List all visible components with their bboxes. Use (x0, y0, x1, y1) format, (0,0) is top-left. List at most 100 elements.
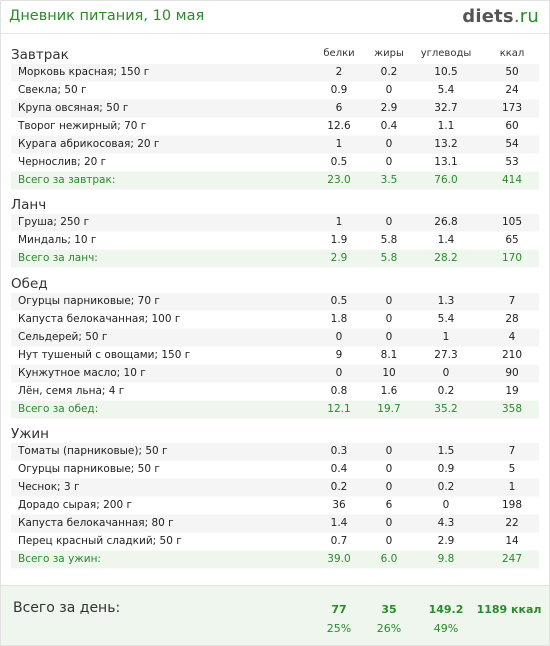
food-name: Перец красный сладкий; 50 г (18, 535, 182, 547)
food-row: Томаты (парниковые); 50 г 0.3 0 1.5 7 (11, 443, 539, 461)
meal-section: Ланч Груша; 250 г 1 0 26.8 105 Миндаль; 10 г 1.… (1, 196, 549, 268)
carbs-value: 0 (442, 367, 450, 379)
fat-value: 6.0 (380, 553, 398, 565)
protein-value: 12.6 (327, 120, 351, 132)
food-row: Груша; 250 г 1 0 26.8 105 (11, 214, 539, 232)
food-name: Огурцы парниковые; 70 г (18, 295, 160, 307)
food-row: Морковь красная; 150 г 2 0.2 10.5 50 (11, 64, 539, 82)
fat-value: 0 (385, 84, 393, 96)
food-name: Всего за ланч: (18, 252, 98, 264)
fat-value: 19.7 (377, 403, 401, 415)
kcal-value: 5 (508, 463, 516, 475)
kcal-value: 14 (505, 535, 519, 547)
carbs-value: 5.4 (437, 84, 455, 96)
food-row: Творог нежирный; 70 г 12.6 0.4 1.1 60 (11, 118, 539, 136)
carbs-value: 0.2 (437, 385, 455, 397)
carbs-value: 1.4 (437, 234, 455, 246)
fat-value: 8.1 (380, 349, 398, 361)
protein-value: 0.8 (330, 385, 348, 397)
food-name: Сельдерей; 50 г (18, 331, 108, 343)
day-total: Всего за день: 77 35 149.2 1189 ккал 25%… (1, 585, 549, 645)
fat-value: 0 (385, 216, 393, 228)
kcal-value: 105 (501, 216, 523, 228)
meal-section: Ужин Томаты (парниковые); 50 г 0.3 0 1.5 7 Огу… (1, 425, 549, 569)
column-headers: белки жиры углеводы ккал (1, 48, 549, 62)
kcal-value: 173 (501, 102, 523, 114)
carbs-value: 2.9 (437, 535, 455, 547)
food-name: Всего за ужин: (18, 553, 101, 565)
protein-value: 12.1 (327, 403, 351, 415)
kcal-value: 7 (508, 295, 516, 307)
protein-value: 0.5 (330, 295, 348, 307)
protein-value: 0.5 (330, 156, 348, 168)
logo-main: diets (462, 6, 514, 27)
carbs-value: 32.7 (434, 102, 458, 114)
protein-value: 2 (335, 66, 343, 78)
fat-value: 1.6 (380, 385, 398, 397)
carbs-value: 26.8 (434, 216, 458, 228)
kcal-value: 170 (501, 252, 523, 264)
protein-value: 1.9 (330, 234, 348, 246)
protein-value: 0.2 (330, 481, 348, 493)
header: Дневник питания, 10 мая diets.ru (1, 1, 549, 35)
protein-value: 0.3 (330, 445, 348, 457)
food-row: Огурцы парниковые; 50 г 0.4 0 0.9 5 (11, 461, 539, 479)
carbs-value: 1.1 (437, 120, 455, 132)
carbs-value: 27.3 (434, 349, 458, 361)
meal-title: Ланч (11, 197, 47, 213)
food-name: Крупа овсяная; 50 г (18, 102, 129, 114)
food-name: Дорадо сырая; 200 г (18, 499, 132, 511)
header-divider (1, 33, 549, 34)
col-fat: жиры (374, 48, 404, 59)
day-total-label: Всего за день: (13, 600, 121, 616)
carbs-value: 0.2 (437, 481, 455, 493)
meal-title: Завтрак (11, 47, 69, 63)
meal-total-row: Всего за обед: 12.1 19.7 35.2 358 (11, 401, 539, 419)
fat-value: 0 (385, 445, 393, 457)
food-name: Миндаль; 10 г (18, 234, 97, 246)
food-name: Морковь красная; 150 г (18, 66, 150, 78)
carbs-value: 0 (442, 499, 450, 511)
col-carbs: углеводы (420, 48, 472, 59)
kcal-value: 60 (505, 120, 519, 132)
fat-value: 0.2 (380, 66, 398, 78)
meal-total-row: Всего за ланч: 2.9 5.8 28.2 170 (11, 250, 539, 268)
fat-value: 0.4 (380, 120, 398, 132)
kcal-value: 247 (501, 553, 523, 565)
food-row: Огурцы парниковые; 70 г 0.5 0 1.3 7 (11, 293, 539, 311)
kcal-value: 24 (505, 84, 519, 96)
col-kcal: ккал (499, 48, 525, 59)
day-total-fat: 35 (381, 603, 397, 616)
fat-value: 0 (385, 295, 393, 307)
day-total-carbs: 149.2 (428, 603, 464, 616)
food-name: Лён, семя льна; 4 г (18, 385, 125, 397)
food-row: Нут тушеный с овощами; 150 г 9 8.1 27.3 210 (11, 347, 539, 365)
food-name: Свекла; 50 г (18, 84, 87, 96)
food-row: Чернослив; 20 г 0.5 0 13.1 53 (11, 154, 539, 172)
protein-value: 23.0 (327, 174, 351, 186)
protein-value: 1 (335, 138, 343, 150)
kcal-value: 53 (505, 156, 519, 168)
food-name: Капуста белокачанная; 100 г (18, 313, 181, 325)
protein-value: 6 (335, 102, 343, 114)
diets-logo[interactable]: diets.ru (462, 6, 539, 27)
fat-value: 0 (385, 535, 393, 547)
kcal-value: 19 (505, 385, 519, 397)
fat-value: 2.9 (380, 102, 398, 114)
kcal-value: 198 (501, 499, 523, 511)
food-row: Дорадо сырая; 200 г 36 6 0 198 (11, 497, 539, 515)
fat-value: 0 (385, 156, 393, 168)
protein-value: 0.4 (330, 463, 348, 475)
food-row: Капуста белокачанная; 100 г 1.8 0 5.4 28 (11, 311, 539, 329)
food-row: Перец красный сладкий; 50 г 0.7 0 2.9 14 (11, 533, 539, 551)
food-row: Миндаль; 10 г 1.9 5.8 1.4 65 (11, 232, 539, 250)
kcal-value: 4 (508, 331, 516, 343)
day-total-kcal: 1189 ккал (476, 603, 542, 616)
carbs-value: 35.2 (434, 403, 458, 415)
kcal-value: 1 (508, 481, 516, 493)
kcal-value: 50 (505, 66, 519, 78)
kcal-value: 358 (501, 403, 523, 415)
carbs-value: 9.8 (437, 553, 455, 565)
food-name: Кунжутное масло; 10 г (18, 367, 146, 379)
